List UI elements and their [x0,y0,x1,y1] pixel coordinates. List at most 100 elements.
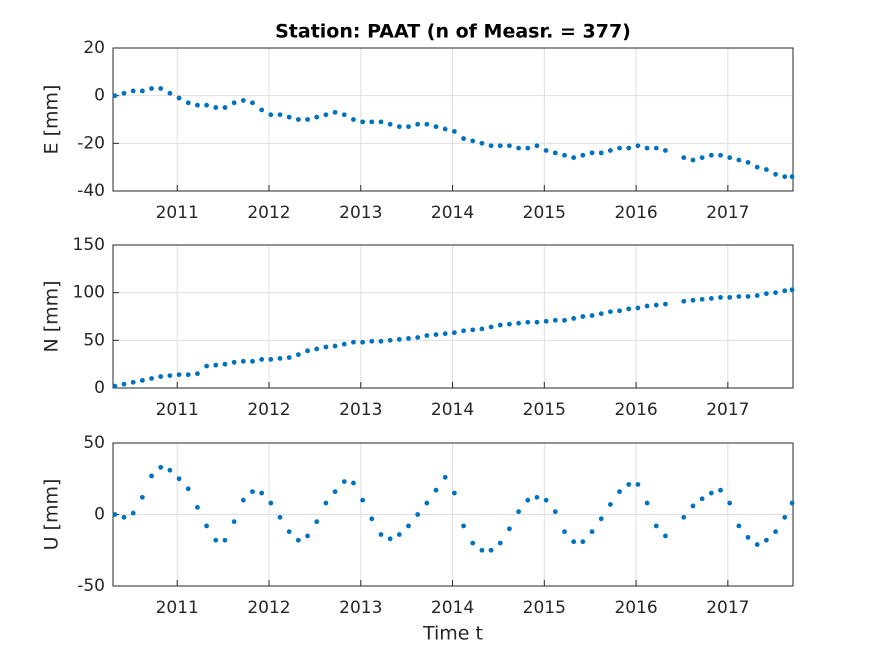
point [250,100,255,106]
x-tick-label: 2014 [431,400,474,420]
point [240,98,246,103]
point [681,298,687,304]
y-tick-label: 50 [83,330,105,350]
y-tick-label: 0 [94,86,105,106]
point [240,497,246,503]
point [433,487,439,493]
point [718,487,723,493]
point [139,494,145,500]
y-axis-label: U [mm] [41,479,63,551]
point [433,332,439,338]
point [451,490,457,496]
point [727,155,733,161]
point [378,338,384,344]
point [341,341,347,347]
point [139,377,145,383]
y-axis-label: N [mm] [41,280,63,352]
point [222,105,228,110]
x-tick-label: 2012 [247,400,290,420]
point [351,480,356,486]
point [341,479,347,485]
x-axis-label: Time t [422,623,483,645]
point [295,352,301,358]
point [158,374,164,379]
point [231,359,237,365]
point [351,117,356,122]
point [754,542,760,547]
point [332,109,338,115]
point [286,529,292,535]
point [323,112,329,118]
y-tick-label: 150 [73,235,105,255]
point [369,338,375,344]
point [286,355,292,360]
point [360,497,366,503]
point [626,306,632,312]
point [195,504,200,510]
point [406,124,411,130]
point [718,152,723,158]
point [699,496,705,502]
point [571,155,577,161]
point [617,145,622,151]
point [543,497,549,503]
point [507,143,512,149]
point [305,348,310,354]
point [314,346,320,352]
point [378,532,384,537]
point [552,509,558,515]
point [736,523,742,529]
point [708,295,714,301]
point [213,105,219,110]
point [121,381,127,387]
point [204,363,210,369]
point [158,464,164,470]
point [598,150,604,156]
point [763,537,769,543]
point [690,297,696,303]
point [451,129,457,134]
point [332,343,338,349]
point [130,510,136,516]
point [222,537,228,543]
point [571,316,577,321]
point [507,526,512,532]
x-tick-label: 2012 [247,203,290,223]
chart-title: Station: PAAT (n of Measr. = 377) [275,21,631,43]
point [782,514,788,520]
point [461,523,466,529]
x-tick-label: 2013 [339,598,382,618]
x-tick-label: 2011 [156,203,199,223]
point [736,157,742,163]
point [663,148,668,153]
x-tick-label: 2012 [247,598,290,618]
point [461,136,466,141]
point [277,356,283,361]
point [663,301,668,307]
point [598,311,604,317]
point [433,124,439,130]
point [121,90,127,96]
point [240,358,246,364]
x-tick-label: 2015 [523,203,566,223]
point [626,145,632,151]
point [718,295,723,300]
point [681,155,687,161]
point [406,336,411,341]
point [314,519,320,525]
point [451,330,457,336]
point [562,317,567,323]
point [488,143,494,149]
point [617,308,622,314]
x-tick-label: 2015 [523,598,566,618]
point [589,529,595,535]
point [635,482,641,487]
point [195,371,200,377]
point [149,473,154,479]
point [699,155,705,161]
y-tick-label: -50 [77,576,105,596]
point [653,302,659,308]
point [479,140,485,146]
point [461,328,466,334]
